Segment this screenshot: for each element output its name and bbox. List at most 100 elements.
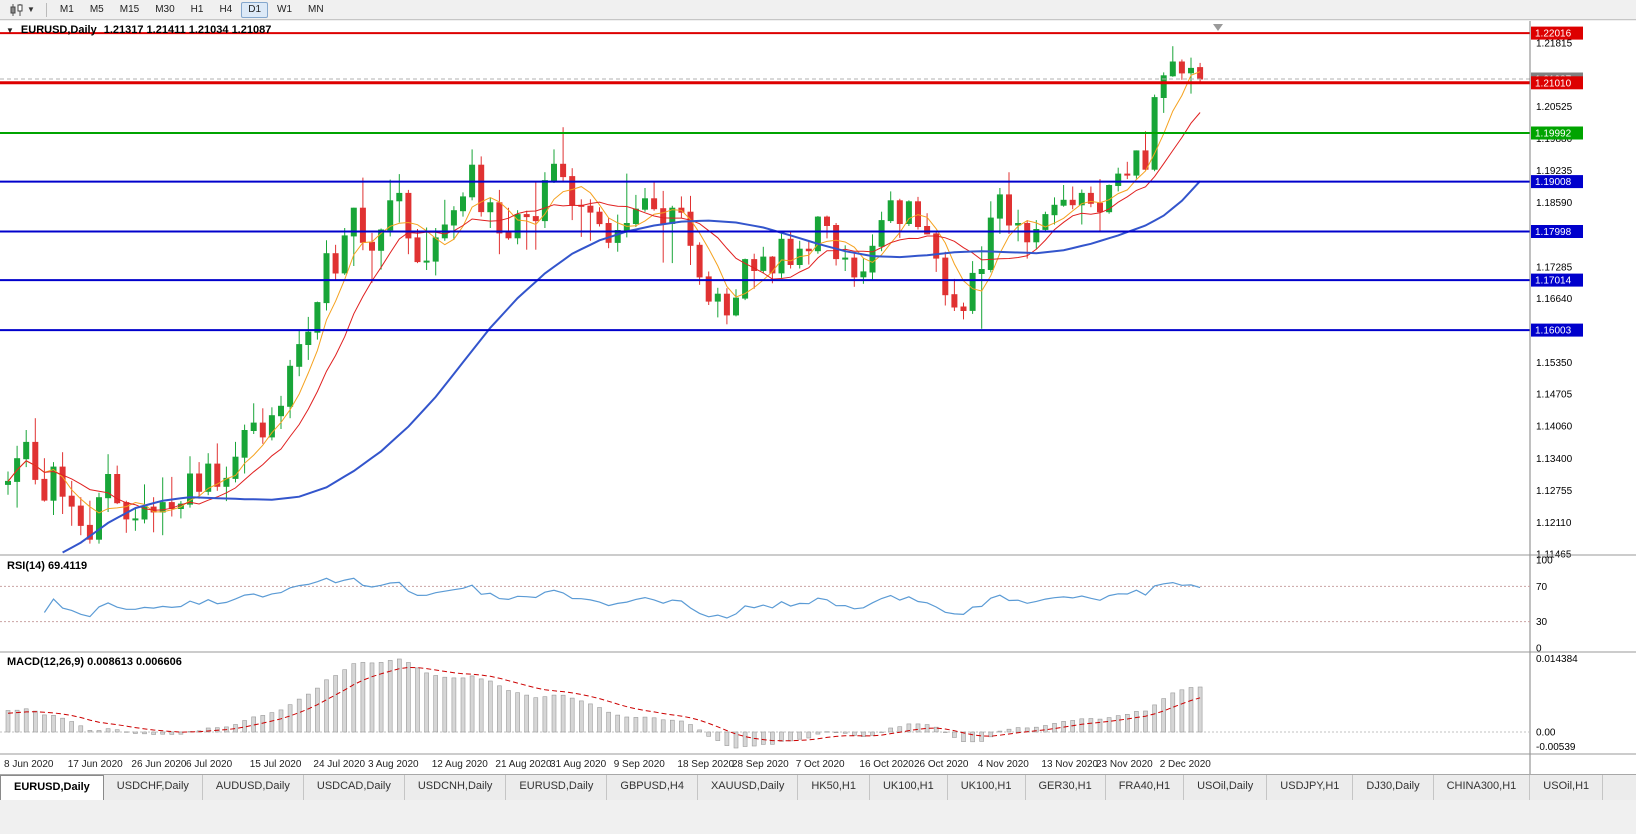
chart-tab-ger30-h1-11[interactable]: GER30,H1 (1026, 775, 1106, 800)
chart-background (0, 21, 1636, 774)
chart-tab-usoil-h1-17[interactable]: USOil,H1 (1530, 775, 1604, 800)
macd-signal-line (7, 666, 1201, 742)
chart-tab-eurusd-daily-5[interactable]: EURUSD,Daily (506, 775, 608, 800)
svg-text:1.21815: 1.21815 (1536, 38, 1573, 49)
price-badge (1531, 323, 1583, 337)
svg-text:1.18590: 1.18590 (1536, 198, 1573, 209)
chart-tab-hk50-h1-8[interactable]: HK50,H1 (798, 775, 870, 800)
svg-text:1.14705: 1.14705 (1536, 390, 1573, 401)
svg-text:8 Jun 2020: 8 Jun 2020 (4, 759, 54, 770)
price-badge (1531, 273, 1583, 287)
svg-text:16 Oct 2020: 16 Oct 2020 (859, 759, 914, 770)
chevron-down-icon: ▼ (27, 4, 35, 14)
svg-text:15 Jul 2020: 15 Jul 2020 (250, 759, 302, 770)
svg-text:1.15350: 1.15350 (1536, 358, 1573, 369)
price-badge (1531, 175, 1583, 189)
svg-text:1.21010: 1.21010 (1535, 78, 1572, 89)
timeframe-button-m15[interactable]: M15 (119, 3, 140, 15)
svg-text:7 Oct 2020: 7 Oct 2020 (796, 759, 845, 770)
svg-text:1.13400: 1.13400 (1536, 454, 1573, 465)
price-badge (1531, 26, 1583, 40)
timeframe-button-w1[interactable]: W1 (277, 3, 293, 15)
chart-tab-usdcad-daily-3[interactable]: USDCAD,Daily (304, 775, 405, 800)
chart-tabs-bar: EURUSD,Daily USDCHF,Daily AUDUSD,Daily USDC… (0, 774, 1636, 800)
chart-tab-eurusd-daily-0[interactable]: EURUSD,Daily (0, 775, 104, 800)
svg-text:1.19880: 1.19880 (1536, 134, 1573, 145)
svg-text:1.16003: 1.16003 (1535, 326, 1572, 337)
timeframe-button-h1[interactable]: H1 (190, 3, 204, 15)
svg-text:28 Sep 2020: 28 Sep 2020 (732, 759, 789, 770)
svg-text:1.19235: 1.19235 (1536, 166, 1573, 177)
svg-text:70: 70 (1536, 582, 1548, 593)
toolbar-separator (45, 2, 47, 17)
window-bottom-area (0, 800, 1636, 834)
price-axis[interactable]: 1.21815 1.20525 1.19880 1.19235 1.18590 1.172… (1531, 26, 1583, 561)
svg-text:1.12110: 1.12110 (1536, 518, 1572, 529)
svg-text:30: 30 (1536, 617, 1548, 628)
svg-text:1.17285: 1.17285 (1536, 262, 1573, 273)
macd-histogram (5, 658, 1203, 749)
chart-tab-uk100-h1-9[interactable]: UK100,H1 (870, 775, 948, 800)
svg-text:1.16640: 1.16640 (1536, 294, 1573, 305)
timeframe-buttons: M1 M5 M15 M30 H1 H4 D1 W1 MN (53, 1, 331, 18)
chart-tab-usdchf-daily-1[interactable]: USDCHF,Daily (104, 775, 203, 800)
rsi-line (43, 577, 1201, 619)
chart-tab-china300-h1-16[interactable]: CHINA300,H1 (1434, 775, 1531, 800)
svg-text:2 Dec 2020: 2 Dec 2020 (1160, 759, 1212, 770)
svg-text:1.14060: 1.14060 (1536, 422, 1573, 433)
svg-text:12 Aug 2020: 12 Aug 2020 (432, 759, 489, 770)
timeframe-button-m1[interactable]: M1 (59, 3, 74, 15)
svg-text:4 Nov 2020: 4 Nov 2020 (978, 759, 1030, 770)
chart-tab-usdcnh-daily-4[interactable]: USDCNH,Daily (405, 775, 507, 800)
svg-text:-0.00539: -0.00539 (1536, 742, 1576, 753)
svg-text:1.17014: 1.17014 (1535, 276, 1572, 287)
svg-text:1.20525: 1.20525 (1536, 102, 1573, 113)
svg-text:0.00: 0.00 (1536, 727, 1556, 738)
svg-text:1.19008: 1.19008 (1535, 177, 1572, 188)
svg-text:1.17998: 1.17998 (1535, 227, 1572, 238)
timeframe-toolbar: ▼ M1 M5 M15 M30 H1 H4 D1 W1 MN (0, 0, 1636, 20)
chart-tab-audusd-daily-2[interactable]: AUDUSD,Daily (203, 775, 304, 800)
svg-text:0.014384: 0.014384 (1536, 654, 1578, 665)
ma-medium-line (7, 112, 1201, 511)
price-chart-canvas[interactable]: 1.21815 1.20525 1.19880 1.19235 1.18590 1.172… (0, 21, 1636, 774)
candlestick-chart-icon (10, 3, 23, 16)
chart-tab-xauusd-daily-7[interactable]: XAUUSD,Daily (698, 775, 799, 800)
timeframe-button-h4[interactable]: H4 (219, 3, 233, 15)
chart-tab-uk100-h1-10[interactable]: UK100,H1 (948, 775, 1026, 800)
svg-text:26 Jun 2020: 26 Jun 2020 (131, 759, 186, 770)
chart-tab-dj30-daily-15[interactable]: DJ30,Daily (1353, 775, 1434, 800)
date-axis[interactable]: 8 Jun 2020 17 Jun 2020 26 Jun 2020 6 Jul 20… (4, 759, 1211, 770)
chart-tab-usdjpy-h1-14[interactable]: USDJPY,H1 (1267, 775, 1354, 800)
svg-text:9 Sep 2020: 9 Sep 2020 (614, 759, 666, 770)
chart-type-dropdown-button[interactable]: ▼ (4, 1, 40, 19)
svg-text:1.12755: 1.12755 (1536, 486, 1573, 497)
svg-text:26 Oct 2020: 26 Oct 2020 (914, 759, 969, 770)
timeframe-button-m30[interactable]: M30 (155, 3, 175, 15)
chart-tab-gbpusd-h4-6[interactable]: GBPUSD,H4 (607, 775, 698, 800)
svg-text:23 Nov 2020: 23 Nov 2020 (1096, 759, 1153, 770)
chart-shift-marker[interactable] (1213, 24, 1223, 31)
svg-text:100: 100 (1536, 556, 1553, 567)
ma-fast-line (7, 71, 1201, 514)
svg-text:13 Nov 2020: 13 Nov 2020 (1041, 759, 1098, 770)
svg-text:18 Sep 2020: 18 Sep 2020 (677, 759, 734, 770)
timeframe-button-m5[interactable]: M5 (89, 3, 104, 15)
timeframe-button-mn[interactable]: MN (308, 3, 324, 15)
svg-text:6 Jul 2020: 6 Jul 2020 (186, 759, 233, 770)
price-badge (1531, 126, 1583, 140)
chart-tab-fra40-h1-12[interactable]: FRA40,H1 (1106, 775, 1185, 800)
svg-text:24 Jul 2020: 24 Jul 2020 (313, 759, 365, 770)
price-badge (1531, 76, 1583, 90)
moving-averages-layer (7, 71, 1201, 554)
svg-text:3 Aug 2020: 3 Aug 2020 (368, 759, 419, 770)
svg-text:1.22016: 1.22016 (1535, 29, 1572, 40)
ma-slow-line (62, 180, 1201, 554)
svg-text:1.19992: 1.19992 (1535, 129, 1572, 140)
chart-window: ▼ EURUSD,Daily 1.21317 1.21411 1.21034 1… (0, 21, 1636, 774)
svg-text:17 Jun 2020: 17 Jun 2020 (68, 759, 123, 770)
timeframe-button-d1[interactable]: D1 (241, 1, 269, 18)
chart-tab-usoil-daily-13[interactable]: USOil,Daily (1184, 775, 1268, 800)
svg-text:21 Aug 2020: 21 Aug 2020 (495, 759, 552, 770)
svg-text:31 Aug 2020: 31 Aug 2020 (550, 759, 607, 770)
